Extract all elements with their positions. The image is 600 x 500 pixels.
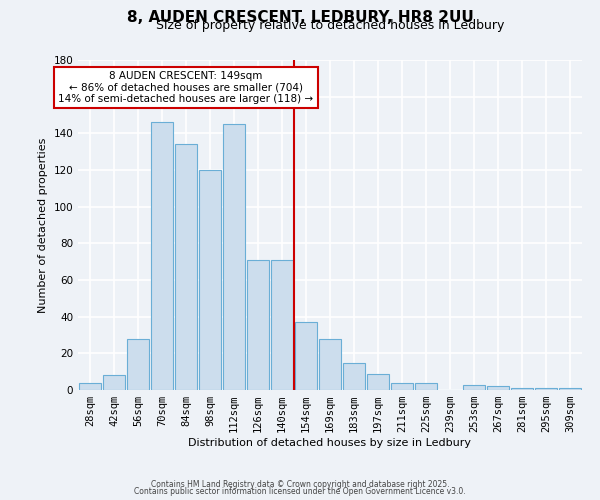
- Text: Contains public sector information licensed under the Open Government Licence v3: Contains public sector information licen…: [134, 487, 466, 496]
- Bar: [319, 338, 341, 390]
- Text: 8, AUDEN CRESCENT, LEDBURY, HR8 2UU: 8, AUDEN CRESCENT, LEDBURY, HR8 2UU: [127, 10, 473, 25]
- Bar: [79, 382, 101, 390]
- Bar: [463, 384, 485, 390]
- Bar: [199, 170, 221, 390]
- Bar: [391, 382, 413, 390]
- Y-axis label: Number of detached properties: Number of detached properties: [38, 138, 48, 312]
- Bar: [295, 322, 317, 390]
- X-axis label: Distribution of detached houses by size in Ledbury: Distribution of detached houses by size …: [188, 438, 472, 448]
- Bar: [535, 388, 557, 390]
- Bar: [223, 124, 245, 390]
- Bar: [247, 260, 269, 390]
- Bar: [127, 338, 149, 390]
- Bar: [343, 362, 365, 390]
- Text: 8 AUDEN CRESCENT: 149sqm
← 86% of detached houses are smaller (704)
14% of semi-: 8 AUDEN CRESCENT: 149sqm ← 86% of detach…: [58, 71, 314, 104]
- Bar: [487, 386, 509, 390]
- Bar: [511, 388, 533, 390]
- Bar: [271, 260, 293, 390]
- Bar: [367, 374, 389, 390]
- Bar: [559, 388, 581, 390]
- Bar: [415, 382, 437, 390]
- Bar: [175, 144, 197, 390]
- Bar: [151, 122, 173, 390]
- Text: Contains HM Land Registry data © Crown copyright and database right 2025.: Contains HM Land Registry data © Crown c…: [151, 480, 449, 489]
- Bar: [103, 376, 125, 390]
- Title: Size of property relative to detached houses in Ledbury: Size of property relative to detached ho…: [156, 20, 504, 32]
